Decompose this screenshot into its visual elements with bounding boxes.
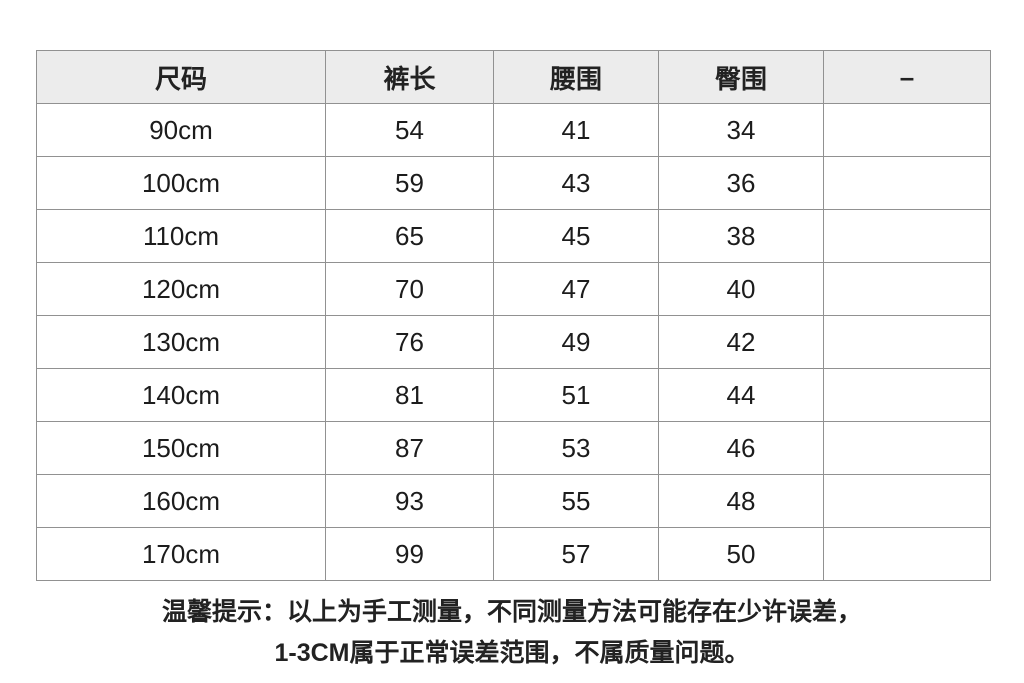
col-header-dash: – [823,50,991,104]
table-cell: 93 [325,474,494,528]
size-table-header: 尺码 裤长 腰围 臀围 – [36,50,991,104]
table-cell: 55 [493,474,659,528]
table-cell: 65 [325,209,494,263]
table-cell [823,209,991,263]
table-cell: 53 [493,421,659,475]
table-row: 140cm 81 51 44 [36,368,991,422]
table-cell: 99 [325,527,494,581]
table-row: 130cm 76 49 42 [36,315,991,369]
table-cell [823,474,991,528]
table-cell [823,262,991,316]
size-table-body: 90cm 54 41 34 100cm 59 43 36 110cm 65 45 38 120cm 70 4… [36,103,991,581]
table-cell: 76 [325,315,494,369]
table-cell: 45 [493,209,659,263]
table-cell: 44 [658,368,824,422]
table-cell [823,368,991,422]
table-cell: 70 [325,262,494,316]
table-cell: 48 [658,474,824,528]
size-table: 尺码 裤长 腰围 臀围 – 90cm 54 41 34 100cm 59 43 36 110cm… [36,50,991,581]
table-cell [823,315,991,369]
table-cell: 160cm [36,474,326,528]
table-cell: 34 [658,103,824,157]
table-cell: 100cm [36,156,326,210]
table-cell: 36 [658,156,824,210]
table-cell: 170cm [36,527,326,581]
measurement-note-line1: 温馨提示：以上为手工测量，不同测量方法可能存在少许误差， [161,598,862,626]
table-cell: 150cm [36,421,326,475]
table-cell: 47 [493,262,659,316]
table-cell: 49 [493,315,659,369]
table-cell: 38 [658,209,824,263]
table-row: 150cm 87 53 46 [36,421,991,475]
table-cell: 110cm [36,209,326,263]
table-cell: 46 [658,421,824,475]
header-row: 尺码 裤长 腰围 臀围 – [36,50,991,104]
table-row: 90cm 54 41 34 [36,103,991,157]
table-cell [823,103,991,157]
table-cell: 41 [493,103,659,157]
table-row: 110cm 65 45 38 [36,209,991,263]
col-header-pants-length: 裤长 [325,50,494,104]
table-row: 100cm 59 43 36 [36,156,991,210]
table-cell: 59 [325,156,494,210]
col-header-waist: 腰围 [493,50,659,104]
measurement-note-line2: 1-3CM属于正常误差范围，不属质量问题。 [274,639,750,667]
table-cell: 42 [658,315,824,369]
table-cell: 90cm [36,103,326,157]
col-header-size: 尺码 [36,50,326,104]
col-header-hip: 臀围 [658,50,824,104]
table-cell: 120cm [36,262,326,316]
table-cell: 54 [325,103,494,157]
table-cell: 130cm [36,315,326,369]
measurement-note: 温馨提示：以上为手工测量，不同测量方法可能存在少许误差， 1-3CM属于正常误差… [0,592,1024,674]
table-cell: 81 [325,368,494,422]
table-row: 160cm 93 55 48 [36,474,991,528]
table-row: 120cm 70 47 40 [36,262,991,316]
table-cell: 40 [658,262,824,316]
table-cell: 57 [493,527,659,581]
table-cell: 51 [493,368,659,422]
table-cell [823,421,991,475]
table-row: 170cm 99 57 50 [36,527,991,581]
table-cell: 87 [325,421,494,475]
table-cell: 140cm [36,368,326,422]
table-cell [823,156,991,210]
table-cell: 43 [493,156,659,210]
table-cell: 50 [658,527,824,581]
table-cell [823,527,991,581]
